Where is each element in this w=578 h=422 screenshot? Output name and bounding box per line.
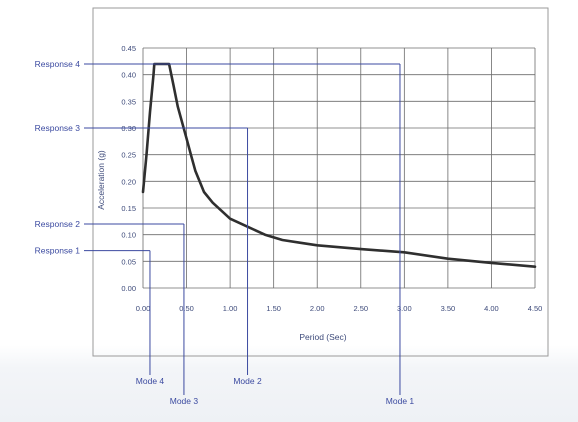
tick-layer: 0.00 0.50 1.00 1.50 2.00 2.50 3.00 3.50 4.00 4.50… [121, 44, 542, 313]
x-tick-label: 0.00 [136, 304, 151, 313]
x-tick-label: 2.50 [353, 304, 368, 313]
y-tick-label: 0.40 [121, 71, 136, 80]
y-tick-label: 0.00 [121, 284, 136, 293]
y-tick-label: 0.05 [121, 257, 136, 266]
mode-label: Mode 3 [170, 396, 199, 406]
x-axis-label: Period (Sec) [299, 332, 346, 342]
response-label: Response 1 [35, 246, 81, 256]
response-label: Response 3 [35, 123, 81, 133]
x-tick-label: 2.00 [310, 304, 325, 313]
mode-label: Mode 4 [136, 376, 165, 386]
y-tick-label: 0.20 [121, 177, 136, 186]
x-tick-label: 1.50 [266, 304, 281, 313]
x-tick-label: 0.50 [179, 304, 194, 313]
x-tick-label: 4.00 [484, 304, 499, 313]
y-axis-label: Acceleration (g) [96, 150, 106, 210]
x-tick-label: 1.00 [223, 304, 238, 313]
response-label: Response 4 [35, 59, 81, 69]
series-layer [141, 62, 537, 268]
x-tick-label: 3.50 [441, 304, 456, 313]
x-tick-label: 3.00 [397, 304, 412, 313]
chart-frame [92, 7, 549, 357]
x-tick-label: 4.50 [528, 304, 543, 313]
y-tick-label: 0.45 [121, 44, 136, 53]
y-tick-label: 0.15 [121, 204, 136, 213]
spectrum-curve [141, 62, 537, 268]
grid-layer [142, 47, 536, 289]
y-tick-label: 0.10 [121, 231, 136, 240]
bottom-band [0, 345, 578, 422]
mode-label: Mode 1 [386, 396, 415, 406]
y-tick-label: 0.25 [121, 151, 136, 160]
annotation-layer: Response 4 Response 3 Response 2 Response 1… [35, 59, 415, 406]
mode-label: Mode 2 [233, 376, 262, 386]
y-tick-label: 0.35 [121, 97, 136, 106]
response-label: Response 2 [35, 219, 81, 229]
